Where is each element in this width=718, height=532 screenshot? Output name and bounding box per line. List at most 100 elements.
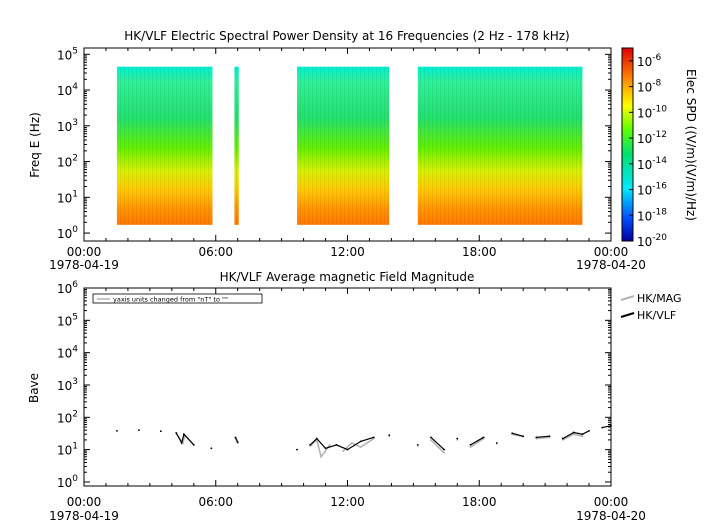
series-line-hk-vlf bbox=[536, 435, 550, 438]
series-line-hk-vlf bbox=[430, 436, 445, 451]
magnetic-field-x-tick-label: 00:00 bbox=[594, 495, 629, 509]
data-point-hk-vlf bbox=[572, 431, 575, 434]
colorbar-tick-label: 10-16 bbox=[637, 182, 667, 198]
colorbar-tick-label: 10-20 bbox=[637, 233, 667, 249]
spectrogram-y-tick-label: 103 bbox=[57, 118, 78, 134]
series-line-hk-vlf bbox=[309, 436, 374, 451]
spectrogram-y-tick-label: 104 bbox=[57, 82, 78, 98]
data-point-hk-vlf bbox=[456, 437, 459, 440]
data-point-hk-vlf bbox=[388, 434, 391, 437]
spectrogram-x-tick-date: 1978-04-19 bbox=[49, 258, 119, 272]
magnetic-field-y-tick-label: 104 bbox=[57, 345, 78, 361]
magnetic-field-y-tick-label: 106 bbox=[57, 280, 78, 296]
magnetic-field-y-ticks: 100 101 102 103 104 105 106 bbox=[57, 280, 611, 490]
series-line-hk-mag bbox=[430, 439, 445, 454]
magnetic-field-x-tick-label: 18:00 bbox=[462, 495, 497, 509]
data-point-hk-mag bbox=[443, 451, 446, 454]
data-point-hk-vlf bbox=[175, 431, 178, 434]
magnetic-field-x-tick-date: 1978-04-19 bbox=[49, 509, 119, 523]
series-line-hk-vlf bbox=[175, 432, 195, 446]
magnetic-field-y-tick-label: 105 bbox=[57, 312, 78, 328]
data-point-hk-vlf bbox=[210, 447, 213, 450]
spectrogram-x-tick-label: 00:00 bbox=[594, 245, 629, 259]
data-point-hk-vlf bbox=[372, 436, 375, 439]
data-point-hk-vlf bbox=[183, 433, 185, 436]
data-point-hk-vlf bbox=[535, 436, 538, 439]
spectrogram-panel: HK/VLF Electric Spectral Power Density a… bbox=[28, 29, 698, 272]
data-point-hk-mag bbox=[469, 446, 472, 448]
data-point-hk-mag bbox=[581, 435, 584, 438]
series-line-hk-vlf bbox=[602, 425, 612, 429]
magnetic-field-x-tick-label: 00:00 bbox=[67, 495, 102, 509]
spectrogram-band-texture bbox=[116, 66, 213, 225]
data-point-hk-mag bbox=[456, 439, 459, 441]
data-point-hk-vlf bbox=[416, 444, 419, 446]
data-point-hk-vlf bbox=[159, 430, 162, 433]
series-line-hk-vlf bbox=[470, 436, 484, 446]
series-line-hk-mag bbox=[512, 433, 524, 438]
data-point-hk-vlf bbox=[236, 441, 239, 444]
colorbar-tick-label: 10-8 bbox=[637, 79, 662, 95]
data-point-hk-mag bbox=[329, 444, 331, 446]
data-point-hk-vlf bbox=[335, 444, 338, 446]
spectrogram-y-tick-label: 100 bbox=[57, 225, 78, 241]
data-point-hk-vlf bbox=[548, 435, 551, 438]
colorbar-label: Elec SPD ((V/m)(V/m)/Hz) bbox=[684, 69, 698, 221]
spectrogram-band-texture bbox=[234, 66, 239, 225]
spectrogram-x-tick-date: 1978-04-20 bbox=[576, 258, 646, 272]
magnetic-field-y-tick-label: 101 bbox=[57, 442, 78, 458]
colorbar-tick-label: 10-6 bbox=[637, 53, 662, 69]
spectrogram-band-texture bbox=[296, 66, 390, 225]
magnetic-field-x-tick-label: 12:00 bbox=[330, 495, 365, 509]
colorbar-tick-label: 10-12 bbox=[637, 130, 667, 146]
data-point-hk-vlf bbox=[116, 429, 118, 432]
colorbar-tick-label: 10-14 bbox=[637, 156, 667, 172]
spectrogram-data-bands bbox=[116, 66, 583, 225]
data-point-hk-vlf bbox=[469, 444, 472, 446]
spectrogram-band-texture bbox=[417, 66, 583, 225]
data-point-hk-mag bbox=[350, 442, 353, 444]
spectrogram-x-tick-label: 12:00 bbox=[330, 245, 365, 259]
data-point-hk-vlf bbox=[581, 433, 584, 436]
spectrogram-x-tick-label: 00:00 bbox=[67, 245, 102, 259]
colorbar bbox=[621, 47, 634, 242]
data-point-hk-vlf bbox=[346, 448, 349, 451]
spectrogram-x-tick-label: 06:00 bbox=[198, 245, 233, 259]
spectrogram-y-ticks: 100 101 102 103 104 105 bbox=[57, 46, 611, 241]
data-point-hk-vlf bbox=[601, 426, 604, 429]
legend: HK/MAG HK/VLF bbox=[620, 292, 682, 322]
magnetic-field-panel: HK/VLF Average magnetic Field Magnitude … bbox=[27, 270, 682, 523]
units-annotation-box bbox=[92, 293, 263, 304]
data-point-hk-vlf bbox=[309, 444, 312, 446]
magnetic-field-x-tick-label: 06:00 bbox=[198, 495, 233, 509]
series-line-hk-mag bbox=[536, 436, 550, 440]
units-annotation-text: yaxis units changed from "nT" to "" bbox=[113, 296, 228, 304]
data-point-hk-vlf bbox=[430, 436, 432, 439]
magnetic-field-x-tick-date: 1978-04-20 bbox=[576, 509, 646, 523]
data-point-hk-vlf bbox=[588, 429, 590, 432]
spectrogram-y-tick-label: 105 bbox=[57, 46, 78, 62]
series-line-hk-vlf bbox=[562, 430, 590, 440]
data-point-hk-vlf bbox=[137, 429, 140, 432]
data-point-hk-vlf bbox=[561, 437, 564, 440]
series-line-hk-mag bbox=[309, 438, 331, 459]
magnetic-field-series bbox=[116, 424, 612, 459]
data-point-hk-vlf bbox=[296, 448, 298, 451]
data-point-hk-mag bbox=[572, 433, 575, 436]
spectrogram-y-tick-label: 101 bbox=[57, 189, 78, 205]
data-point-hk-vlf bbox=[180, 442, 183, 444]
data-point-hk-vlf bbox=[610, 424, 612, 427]
legend-swatch-hk-mag bbox=[620, 295, 635, 301]
units-annotation: yaxis units changed from "nT" to "" bbox=[92, 293, 263, 304]
data-point-hk-vlf bbox=[192, 444, 195, 446]
legend-label-hk-vlf: HK/VLF bbox=[637, 309, 676, 322]
legend-swatch-hk-vlf bbox=[620, 312, 635, 318]
colorbar-tick-label: 10-18 bbox=[637, 207, 667, 223]
magnetic-field-y-tick-label: 102 bbox=[57, 409, 78, 425]
series-line-hk-mag bbox=[342, 437, 375, 452]
data-point-hk-mag bbox=[561, 439, 564, 441]
magnetic-field-axes-frame bbox=[83, 287, 612, 487]
